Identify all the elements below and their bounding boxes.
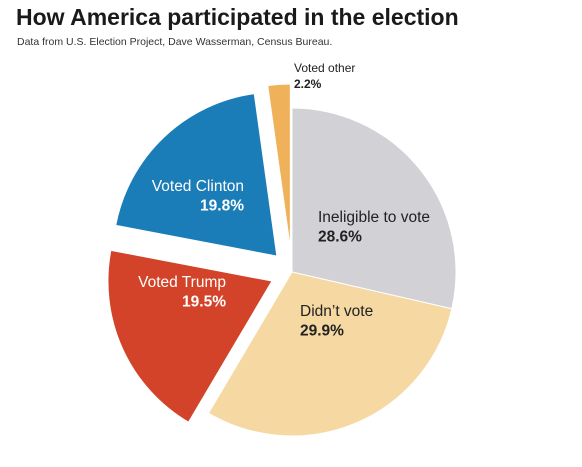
slice-label-other: Voted other 2.2% <box>294 61 355 91</box>
slice-value-ineligible: 28.6% <box>318 229 362 246</box>
slice-value-other: 2.2% <box>294 77 322 91</box>
pie-slice-clinton <box>116 94 277 256</box>
slice-value-didnt-vote: 29.9% <box>300 323 344 340</box>
slice-name-clinton: Voted Clinton <box>152 178 244 195</box>
slice-value-clinton: 19.8% <box>200 198 244 215</box>
slice-name-ineligible: Ineligible to vote <box>318 209 430 226</box>
slice-value-trump: 19.5% <box>182 294 226 311</box>
slice-name-other: Voted other <box>294 61 355 75</box>
slice-name-didnt-vote: Didn’t vote <box>300 303 373 320</box>
slice-name-trump: Voted Trump <box>138 274 226 291</box>
